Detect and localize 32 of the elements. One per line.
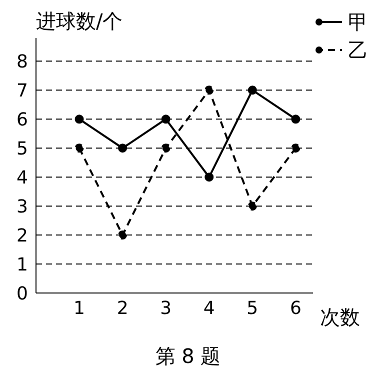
y-tick-label: 2 bbox=[16, 225, 28, 246]
y-tick-label: 3 bbox=[16, 196, 28, 218]
y-tick-label: 8 bbox=[16, 52, 28, 73]
y-tick-label: 7 bbox=[16, 80, 28, 102]
point bbox=[204, 86, 214, 95]
x-tick-label: 4 bbox=[203, 298, 215, 319]
point bbox=[118, 230, 128, 240]
x-tick-label: 1 bbox=[74, 298, 86, 319]
point bbox=[74, 144, 84, 153]
y-axis-title: 进球数/个 bbox=[36, 8, 123, 35]
y-tick-label: 4 bbox=[16, 167, 28, 188]
x-tick-label: 5 bbox=[246, 298, 258, 319]
point bbox=[248, 202, 257, 211]
y-tick-label: 1 bbox=[16, 254, 28, 276]
y-tick-label: 6 bbox=[16, 110, 28, 131]
point bbox=[118, 144, 128, 153]
legend-label: 甲 bbox=[348, 9, 368, 36]
y-tick-label: 5 bbox=[16, 138, 28, 160]
legend-label: 乙 bbox=[348, 37, 368, 64]
point bbox=[248, 86, 257, 95]
point bbox=[291, 144, 300, 153]
point bbox=[291, 114, 300, 124]
point bbox=[161, 114, 170, 124]
point bbox=[204, 172, 214, 182]
x-tick-label: 6 bbox=[290, 298, 302, 319]
text: 第 8 题 bbox=[154, 343, 222, 370]
point bbox=[161, 144, 170, 153]
y-tick-label: 0 bbox=[16, 283, 28, 304]
x-tick-label: 3 bbox=[160, 298, 172, 319]
x-axis-title: 次数 bbox=[320, 304, 360, 331]
x-tick-label: 2 bbox=[116, 298, 128, 319]
point bbox=[74, 114, 84, 124]
